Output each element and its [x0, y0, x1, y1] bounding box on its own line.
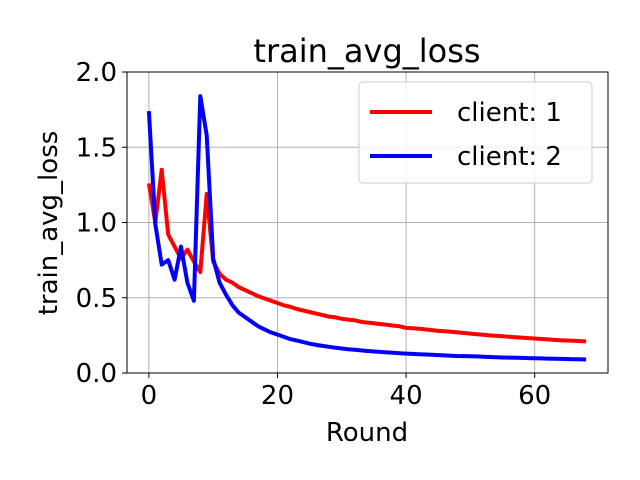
x-tick-label: 20 [261, 381, 294, 411]
y-axis-label: train_avg_loss [34, 131, 64, 316]
series-line-client-2 [146, 94, 587, 362]
x-tick-label: 60 [518, 381, 551, 411]
legend-label-client-2: client: 2 [457, 142, 562, 172]
y-tick-label: 0.0 [76, 359, 117, 389]
x-tick-label: 0 [141, 381, 158, 411]
x-axis-label: Round [326, 418, 408, 448]
y-axis: 0.0 0.5 1.0 1.5 2.0 [76, 58, 127, 389]
y-tick-label: 2.0 [76, 58, 117, 88]
series-layer [146, 94, 587, 362]
y-tick-label: 1.5 [76, 133, 117, 163]
x-axis: 0 20 40 60 [141, 373, 551, 411]
x-tick-label: 40 [390, 381, 423, 411]
series-line-client-1 [146, 167, 587, 344]
y-tick-label: 0.5 [76, 284, 117, 314]
y-tick-label: 1.0 [76, 209, 117, 239]
chart-title: train_avg_loss [253, 32, 480, 70]
legend: client: 1 client: 2 [358, 81, 593, 184]
legend-label-client-1: client: 1 [457, 98, 562, 128]
